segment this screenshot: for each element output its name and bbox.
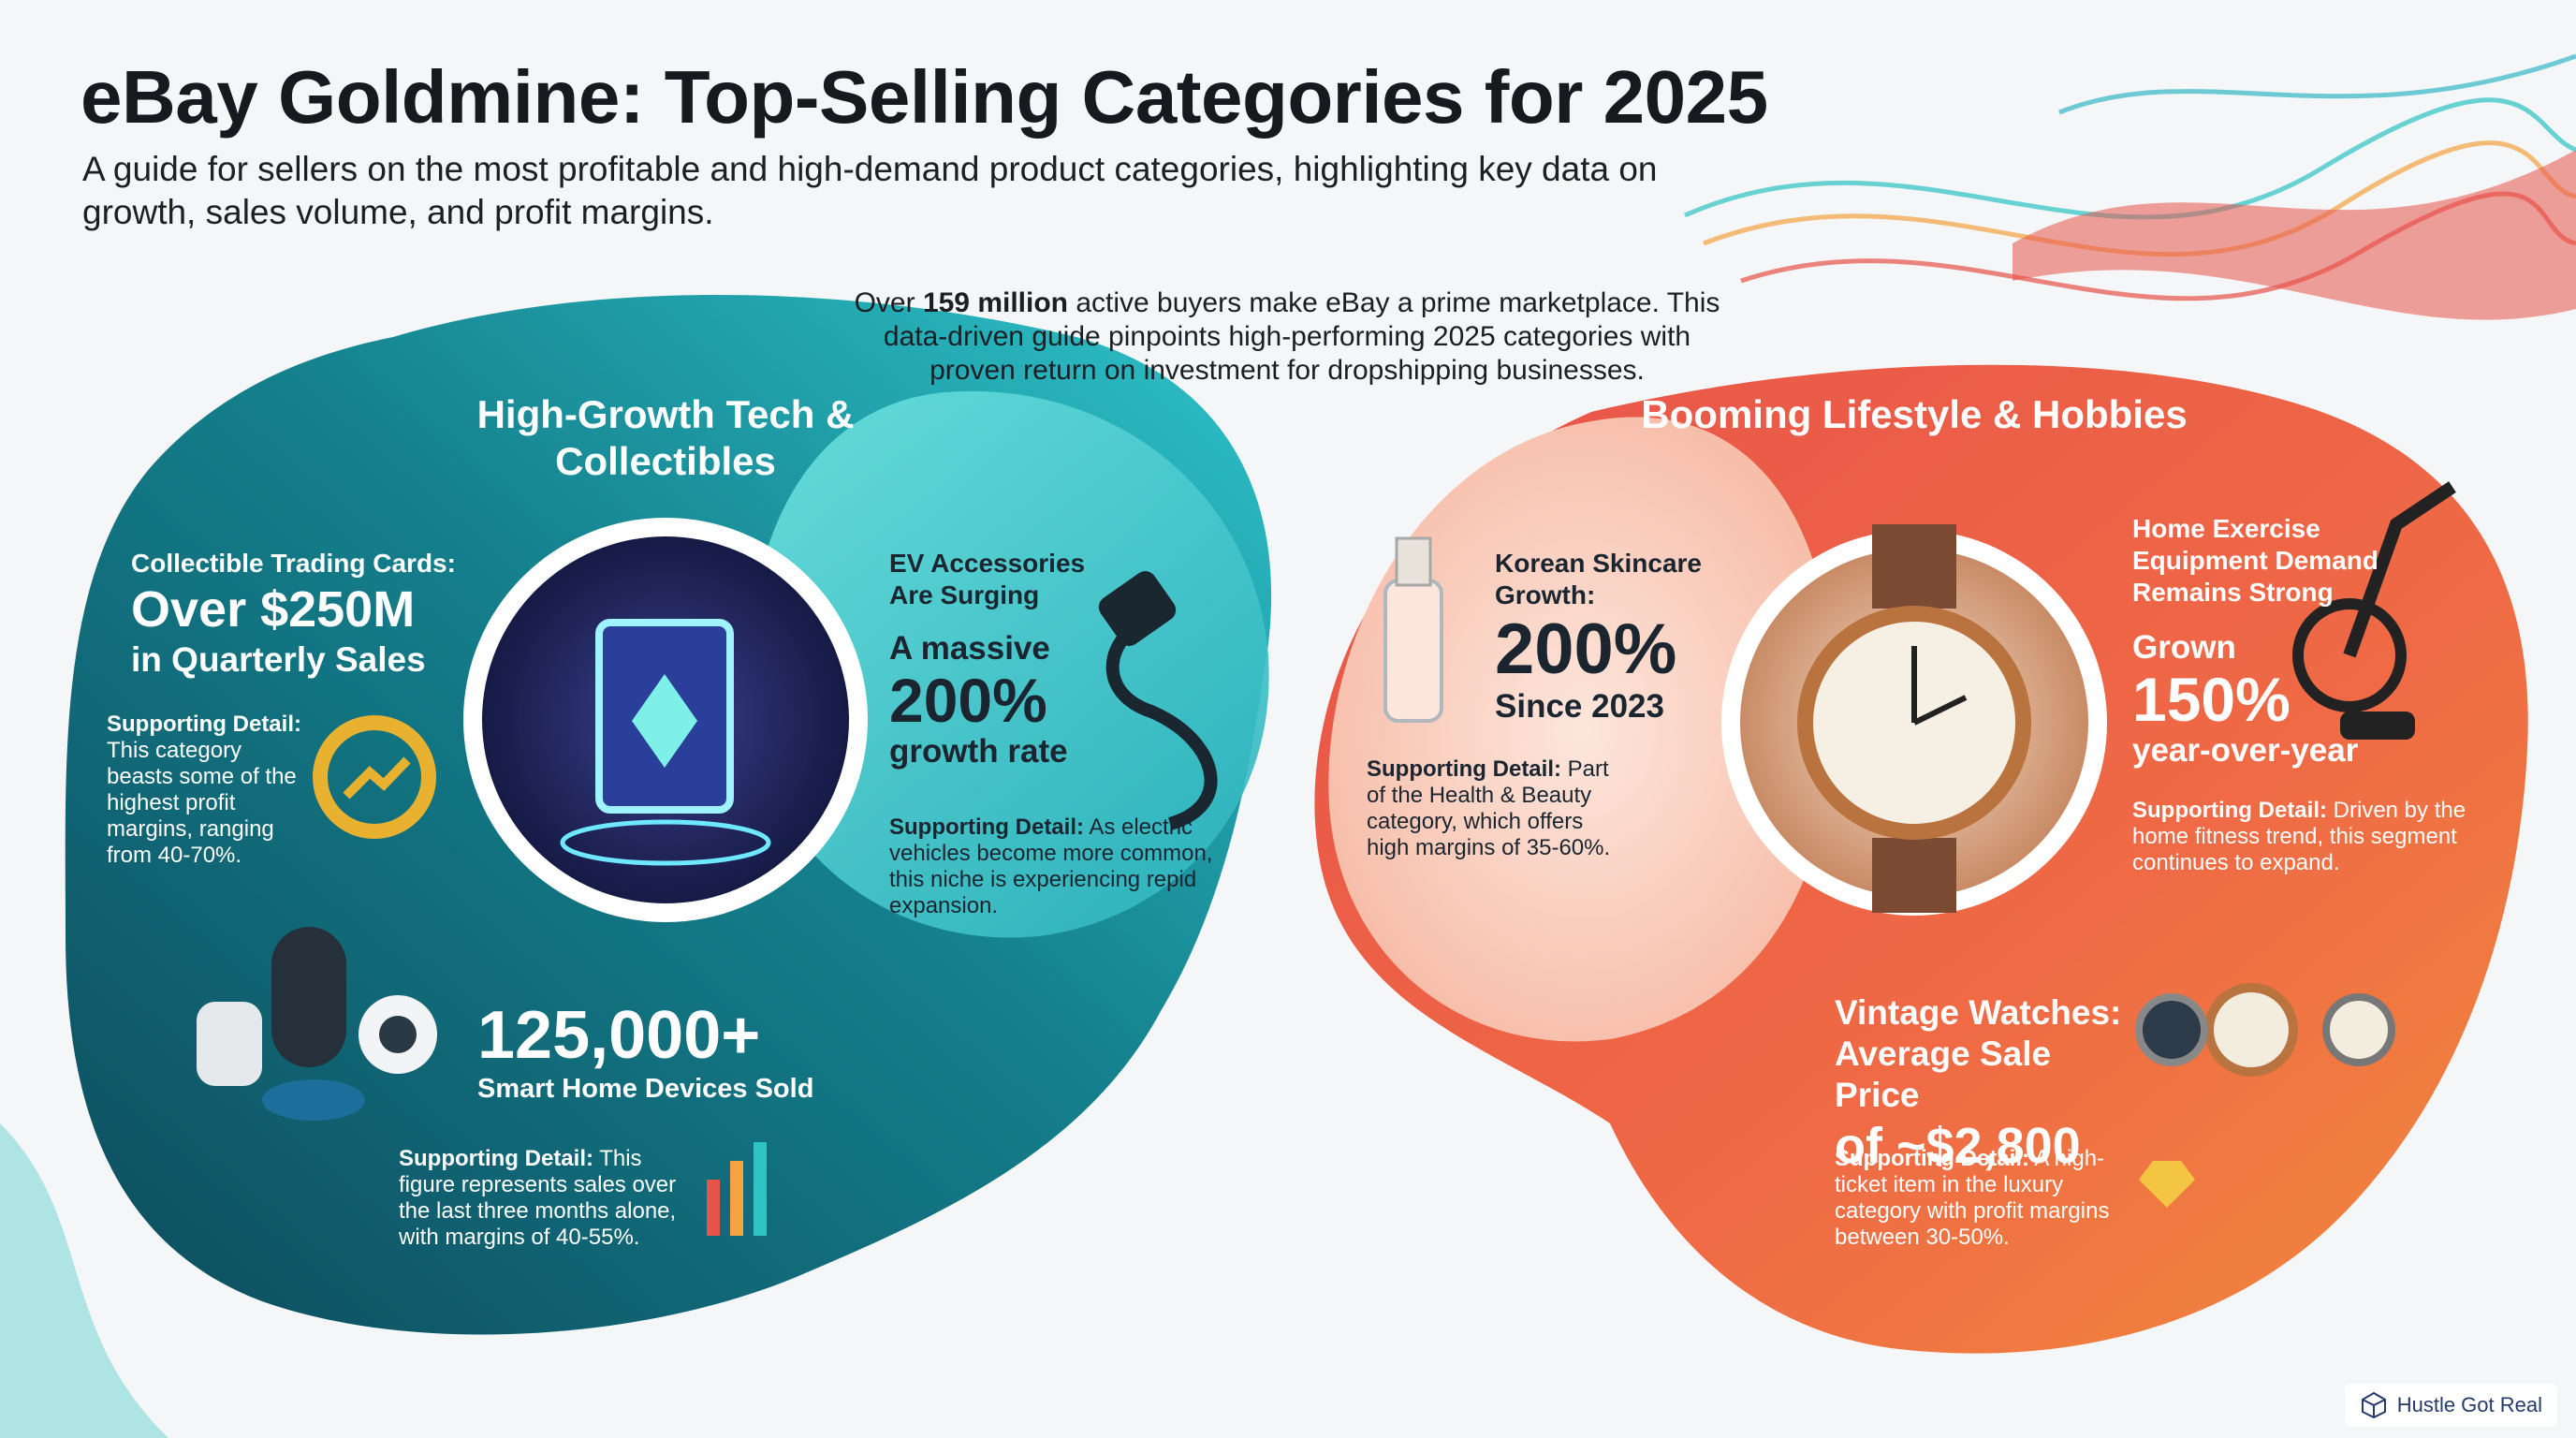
- section-title: High-Growth Tech & Collectibles: [476, 392, 855, 483]
- detail-label: Supporting Detail:: [1835, 1146, 2029, 1171]
- brand: Hustle Got Real: [2396, 1393, 2542, 1416]
- card: Vintage Watches: Average Sale Price of ~…: [1835, 992, 2144, 1176]
- card-stat: 150%: [2132, 665, 2291, 734]
- detail-label: Supporting Detail:: [107, 712, 301, 737]
- footer-badge: Hustle Got Real: [2344, 1384, 2557, 1427]
- card-pre: A massive: [889, 630, 1050, 667]
- title: eBay Goldmine: Top-Selling Categories fo…: [80, 55, 1768, 139]
- card-detail: Supporting Detail: A high-ticket item in…: [1835, 1146, 2130, 1251]
- card-sub: Smart Home Devices Sold: [477, 1074, 814, 1104]
- card-stat: 200%: [889, 666, 1047, 735]
- detail-label: Supporting Detail:: [1367, 756, 1561, 782]
- card-stat: Over $250M: [131, 581, 416, 638]
- detail-text: As electric vehicles become more common,…: [889, 814, 1213, 918]
- detail-label: Supporting Detail:: [889, 814, 1084, 840]
- intro: Over 159 million active buyers make eBay…: [842, 286, 1732, 388]
- card-heading: Home Exercise Equipment Demand Remains S…: [2132, 514, 2378, 607]
- card-detail: Supporting Detail: Part of the Health & …: [1367, 756, 1619, 861]
- brand-icon: [2361, 1391, 2386, 1419]
- detail-text: Part of the Health & Beauty category, wh…: [1367, 756, 1611, 860]
- detail-text: A high-ticket item in the luxury categor…: [1835, 1146, 2110, 1250]
- card-detail: Supporting Detail: This figure represent…: [399, 1146, 689, 1251]
- card-detail: Supporting Detail: This category beasts …: [107, 712, 303, 869]
- intro-highlight: 159 million: [922, 287, 1068, 318]
- card: EV Accessories Are Surging A massive 200…: [889, 548, 1123, 770]
- card-heading: Korean Skincare Growth:: [1495, 549, 1702, 609]
- section-title: Booming Lifestyle & Hobbies: [1641, 392, 2188, 436]
- card-pre: Grown: [2132, 629, 2236, 666]
- detail-text: This figure represents sales over the la…: [399, 1146, 677, 1250]
- detail-label: Supporting Detail:: [399, 1146, 593, 1171]
- card-sub: in Quarterly Sales: [131, 640, 426, 679]
- detail-label: Supporting Detail:: [2132, 798, 2327, 823]
- card-stat: 125,000+: [477, 998, 761, 1073]
- detail-text: This category beasts some of the highest…: [107, 738, 297, 868]
- card: Korean Skincare Growth: 200% Since 2023: [1495, 548, 1738, 726]
- card: Home Exercise Equipment Demand Remains S…: [2132, 513, 2441, 770]
- intro-text: active buyers make eBay a prime marketpl…: [883, 287, 1720, 386]
- card-stat: of ~$2,800: [1835, 1118, 2081, 1174]
- card-detail: Supporting Detail: Driven by the home fi…: [2132, 798, 2479, 876]
- card-heading: Vintage Watches: Average Sale Price: [1835, 993, 2122, 1114]
- card-stat: 200%: [1495, 609, 1677, 689]
- card: Collectible Trading Cards: Over $250M in…: [131, 548, 487, 681]
- card-sub: growth rate: [889, 733, 1068, 770]
- card: 125,000+ Smart Home Devices Sold: [477, 998, 871, 1105]
- card-heading: Collectible Trading Cards:: [131, 549, 456, 578]
- card-sub: Since 2023: [1495, 688, 1664, 725]
- detail-text: Driven by the home fitness trend, this s…: [2132, 798, 2466, 875]
- card-sub: year-over-year: [2132, 732, 2359, 769]
- subtitle: A guide for sellers on the most profitab…: [82, 150, 1658, 231]
- intro-lead: Over: [854, 287, 915, 318]
- card-detail: Supporting Detail: As electric vehicles …: [889, 814, 1226, 919]
- card-heading: EV Accessories Are Surging: [889, 549, 1086, 609]
